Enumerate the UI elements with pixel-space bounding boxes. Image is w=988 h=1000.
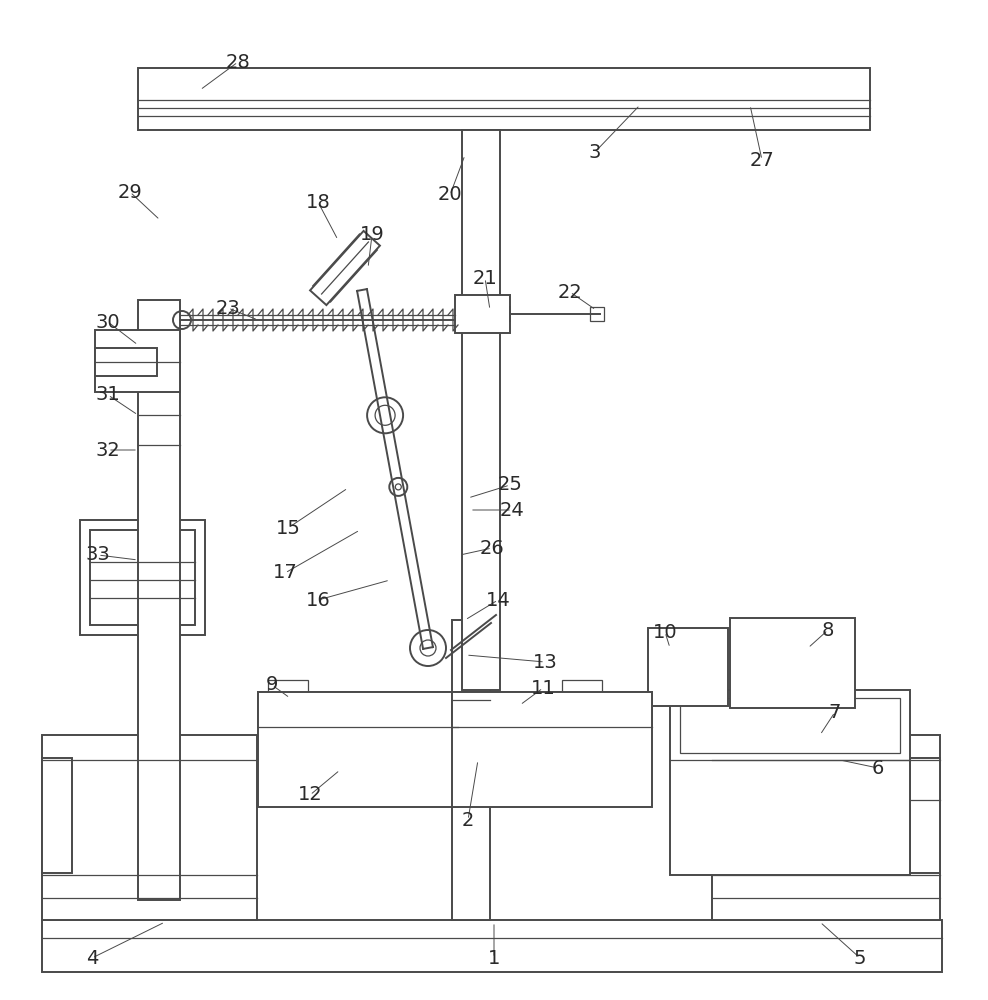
Bar — [138, 300, 180, 900]
Text: 12: 12 — [297, 786, 322, 804]
Text: 31: 31 — [96, 385, 121, 404]
Text: 5: 5 — [854, 948, 866, 968]
Text: 26: 26 — [479, 538, 505, 558]
Bar — [910, 758, 940, 873]
Bar — [42, 735, 257, 920]
Text: 11: 11 — [531, 678, 555, 698]
Text: 32: 32 — [96, 440, 121, 460]
Text: 24: 24 — [500, 500, 525, 520]
Text: 29: 29 — [118, 182, 142, 202]
Text: 17: 17 — [273, 564, 297, 582]
Bar — [680, 698, 900, 753]
Text: 4: 4 — [86, 948, 98, 968]
Bar — [95, 348, 157, 376]
Bar — [455, 295, 510, 333]
Bar — [258, 692, 458, 727]
Text: 33: 33 — [86, 546, 111, 564]
Bar — [452, 692, 652, 807]
Bar — [452, 692, 652, 727]
Bar — [268, 680, 308, 692]
Text: 16: 16 — [305, 590, 330, 609]
Bar — [42, 920, 942, 972]
Text: 28: 28 — [225, 52, 250, 72]
Bar — [648, 628, 728, 706]
Text: 22: 22 — [557, 282, 582, 302]
Bar — [42, 758, 72, 873]
Text: 30: 30 — [96, 312, 121, 332]
Text: 10: 10 — [653, 622, 678, 642]
Bar — [670, 690, 910, 875]
Text: 27: 27 — [750, 150, 775, 169]
Text: 18: 18 — [305, 192, 330, 212]
Text: 13: 13 — [533, 652, 557, 672]
Text: 14: 14 — [486, 590, 511, 609]
Bar — [95, 330, 180, 392]
Bar — [258, 692, 458, 807]
Bar — [562, 680, 602, 692]
Bar — [590, 307, 604, 321]
Text: 6: 6 — [871, 758, 884, 778]
Text: 21: 21 — [472, 268, 497, 288]
Text: 9: 9 — [266, 676, 279, 694]
Text: 7: 7 — [829, 702, 841, 722]
Text: 3: 3 — [589, 142, 601, 161]
Bar — [730, 618, 855, 708]
Text: 23: 23 — [215, 298, 240, 318]
Bar — [452, 620, 490, 920]
Text: 25: 25 — [498, 476, 523, 494]
Text: 15: 15 — [276, 518, 300, 538]
Bar — [462, 130, 500, 690]
Bar — [712, 735, 940, 920]
Text: 1: 1 — [488, 948, 500, 968]
Text: 19: 19 — [360, 226, 384, 244]
Text: 20: 20 — [438, 186, 462, 205]
Bar — [80, 520, 205, 635]
Text: 8: 8 — [822, 620, 834, 640]
Bar — [90, 530, 195, 625]
Text: 2: 2 — [461, 810, 474, 830]
Bar — [138, 68, 870, 130]
